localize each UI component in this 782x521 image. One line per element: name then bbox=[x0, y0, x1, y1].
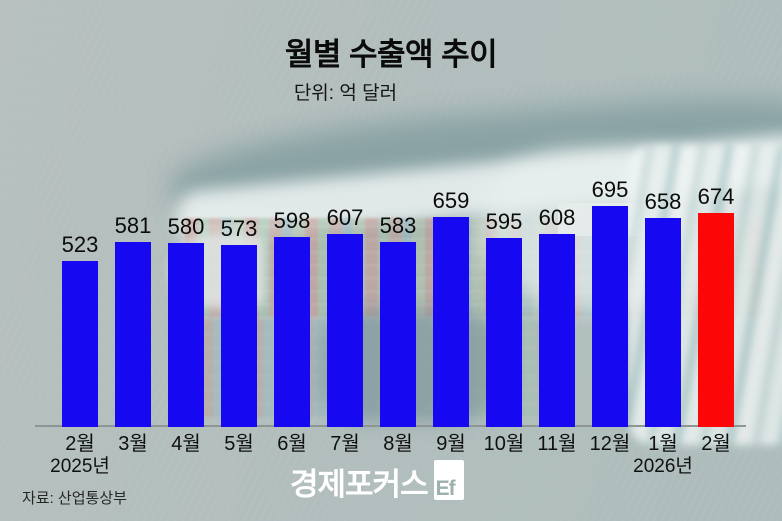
bar-value-label: 659 bbox=[432, 188, 470, 213]
bar-value-label: 674 bbox=[697, 184, 735, 209]
bar-value-label: 695 bbox=[591, 177, 629, 202]
x-axis-label: 2월 bbox=[65, 433, 95, 455]
year-label: 2026년 bbox=[633, 456, 693, 477]
bar-value-label: 523 bbox=[61, 232, 99, 257]
x-axis-label: 7월 bbox=[330, 433, 360, 455]
bar bbox=[380, 242, 416, 427]
x-axis-label: 2월 bbox=[701, 433, 731, 455]
bar-value-label: 658 bbox=[644, 189, 682, 214]
bar-value-label: 595 bbox=[485, 209, 523, 234]
x-axis-label: 8월 bbox=[383, 433, 413, 455]
bar bbox=[62, 261, 98, 427]
bar bbox=[592, 206, 628, 427]
bar bbox=[221, 245, 257, 427]
source-label: 자료: 산업통상부 bbox=[22, 490, 127, 507]
x-axis-label: 12월 bbox=[589, 433, 631, 455]
bar-value-label: 573 bbox=[220, 216, 258, 241]
bar bbox=[698, 213, 734, 427]
x-axis-label: 1월 bbox=[648, 433, 678, 455]
bar bbox=[115, 242, 151, 427]
chart-title: 월별 수출액 추이 bbox=[284, 37, 498, 72]
bar bbox=[433, 217, 469, 427]
bar-value-label: 581 bbox=[114, 213, 152, 238]
bar bbox=[645, 218, 681, 427]
bar-value-label: 583 bbox=[379, 213, 417, 238]
bar bbox=[539, 234, 575, 427]
bar bbox=[486, 238, 522, 427]
x-axis-label: 6월 bbox=[277, 433, 307, 455]
bar bbox=[327, 234, 363, 427]
x-axis-label: 4월 bbox=[171, 433, 201, 455]
brand-logo-mark-letters: Ef bbox=[435, 477, 456, 500]
x-axis-label: 10월 bbox=[483, 433, 525, 455]
chart-header: 월별 수출액 추이 단위: 억 달러 bbox=[284, 37, 498, 105]
bar bbox=[274, 237, 310, 427]
bar-value-label: 608 bbox=[538, 205, 576, 230]
bar-value-label: 598 bbox=[273, 208, 311, 233]
x-axis-label: 11월 bbox=[537, 433, 577, 455]
bar bbox=[168, 243, 204, 427]
brand-logo-text: 경제포커스 bbox=[290, 467, 429, 502]
bar-value-label: 580 bbox=[167, 214, 205, 239]
bar-value-label: 607 bbox=[326, 205, 364, 230]
brand-logo-mark-icon: Ef bbox=[433, 460, 464, 500]
x-axis-label: 3월 bbox=[118, 433, 148, 455]
x-axis-label: 5월 bbox=[224, 433, 254, 455]
chart-unit-label: 단위: 억 달러 bbox=[293, 83, 398, 105]
year-label: 2025년 bbox=[50, 456, 110, 477]
x-axis-label: 9월 bbox=[436, 433, 466, 455]
brand-logo: 경제포커스 Ef bbox=[290, 460, 464, 500]
